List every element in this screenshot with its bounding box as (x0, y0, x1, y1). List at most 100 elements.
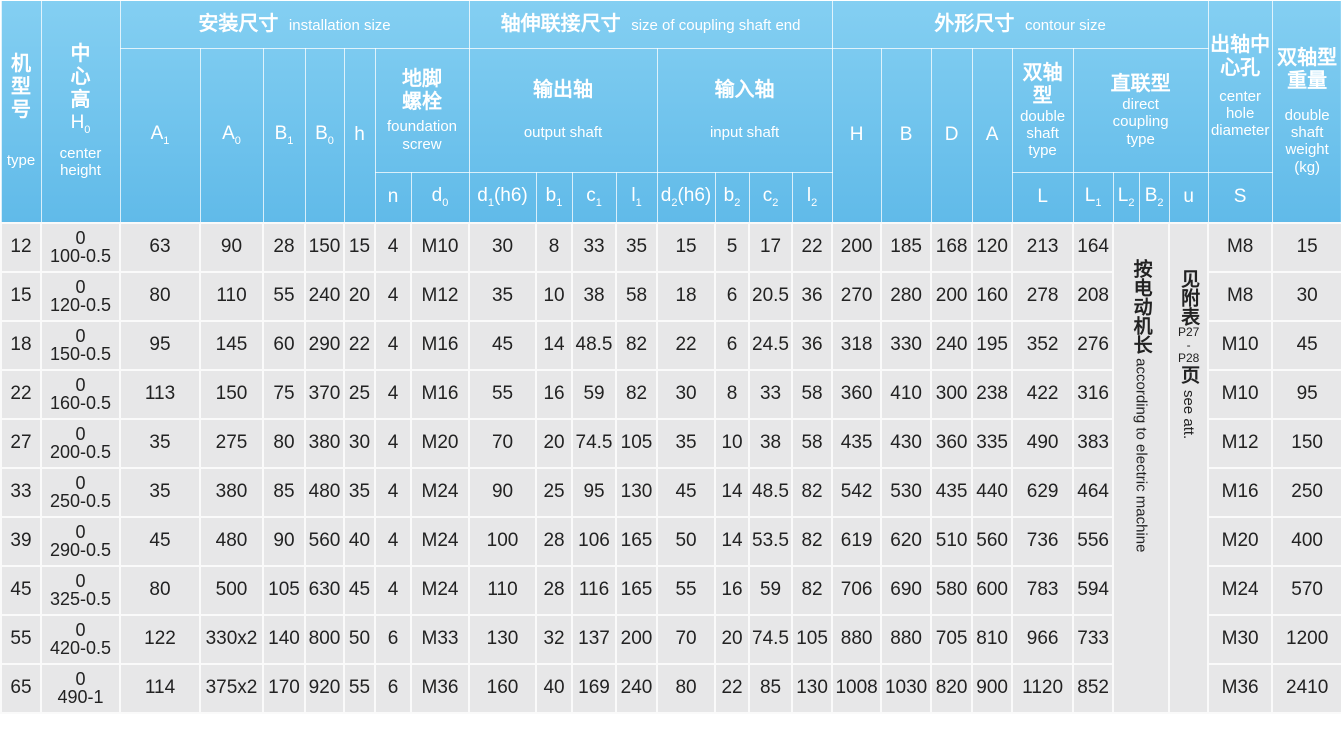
cell-b1: 32 (535, 613, 574, 665)
cell-h0: 0 490-1 (40, 662, 121, 714)
cell-s: M8 (1207, 270, 1274, 322)
cell-type: 27 (0, 417, 42, 469)
cell-l2: 58 (791, 368, 834, 420)
cell-d1: 45 (468, 319, 538, 371)
header-n: n (374, 172, 412, 223)
cell-a0: 330x2 (199, 613, 264, 665)
cell-b0: 290 (304, 319, 345, 371)
direct-cn: 直联型 (1110, 73, 1171, 96)
table-row: 33 0 250-0.5 35 380 85 480 35 4 M24 90 25 95 130 45 14 4… (0, 466, 1341, 518)
cell-b0: 800 (304, 613, 345, 665)
cell-d2: 22 (656, 319, 717, 371)
cell-n: 6 (374, 613, 412, 665)
cell-l1: 58 (615, 270, 659, 322)
see-att-pages: P27- P28 (1170, 325, 1207, 366)
cell-c2: 33 (748, 368, 794, 420)
h0-tolerance: 0 (75, 326, 86, 346)
cell-h: 318 (831, 319, 883, 371)
cell-l1: 200 (615, 613, 659, 665)
page-dash: - (1186, 337, 1191, 352)
header-weight: 双轴型重量 double shaft weight (kg) (1271, 0, 1341, 223)
cell-d0: M16 (409, 368, 471, 420)
see-att-en: see att. (1180, 390, 1198, 440)
header-type: 机型号 type (0, 0, 42, 223)
cell-a0: 275 (199, 417, 264, 469)
cell-b1: 40 (535, 662, 574, 714)
cell-c1: 48.5 (571, 319, 618, 371)
cell-type: 39 (0, 515, 42, 567)
cell-h: 360 (831, 368, 883, 420)
cell-n: 4 (374, 417, 412, 469)
header-center-hole: 出轴中心孔 center hole diameter (1207, 0, 1273, 173)
motor-length-cn: 按电动机长 (1130, 258, 1152, 354)
foundation-cn: 地脚螺栓 (402, 68, 442, 114)
cell-d1: 55 (468, 368, 538, 420)
cell-weight: 45 (1271, 319, 1341, 371)
sym: l (631, 184, 636, 206)
cell-l2: 82 (791, 466, 834, 518)
sym: B (1144, 184, 1158, 206)
cell-a: 238 (971, 368, 1014, 420)
cell-d: 168 (930, 221, 974, 273)
cell-h: 15 (343, 221, 376, 273)
cell-l: 736 (1011, 515, 1075, 567)
cell-b1: 28 (535, 515, 574, 567)
installation-cn: 安装尺寸 (198, 13, 279, 35)
cell-weight: 2410 (1271, 662, 1341, 714)
cell-d1: 160 (468, 662, 538, 714)
cell-n: 6 (374, 662, 412, 714)
cell-h0: 0 100-0.5 (40, 221, 121, 273)
center-height-sym: H0 (42, 112, 120, 137)
cell-d0: M12 (409, 270, 471, 322)
cell-b2: 14 (714, 515, 751, 567)
cell-b2: 14 (714, 466, 751, 518)
cell-weight: 570 (1271, 564, 1341, 616)
header-coupling-size: 轴伸联接尺寸 size of coupling shaft end (468, 0, 833, 49)
cell-l1: 240 (615, 662, 659, 714)
cell-weight: 95 (1271, 368, 1341, 420)
cell-d1: 130 (468, 613, 538, 665)
sym: d (477, 184, 488, 206)
cell-c1: 116 (571, 564, 618, 616)
cell-b: 620 (880, 515, 933, 567)
motor-length-note: 按电动机长 according to electric machine (1112, 221, 1171, 714)
h0-tolerance: 0 (75, 669, 86, 689)
cell-l: 1120 (1011, 662, 1075, 714)
cell-weight: 1200 (1271, 613, 1341, 665)
h0-tolerance: 0 (75, 228, 86, 248)
cell-b0: 560 (304, 515, 345, 567)
center-height-en: center height (59, 144, 102, 180)
cell-h0: 0 120-0.5 (40, 270, 121, 322)
cell-h0: 0 150-0.5 (40, 319, 121, 371)
cell-l2: 82 (791, 564, 834, 616)
cell-b2: 20 (714, 613, 751, 665)
cell-l: 966 (1011, 613, 1075, 665)
cell-a1: 80 (119, 564, 201, 616)
cell-c2: 85 (748, 662, 794, 714)
header-L2: L2 (1112, 172, 1140, 223)
cell-d: 435 (930, 466, 974, 518)
cell-type: 12 (0, 221, 42, 273)
cell-a0: 500 (199, 564, 264, 616)
cell-d2: 50 (656, 515, 717, 567)
contour-en: contour size (1024, 17, 1106, 34)
cell-l: 213 (1011, 221, 1075, 273)
weight-cn: 双轴型重量 (1277, 46, 1338, 92)
cell-type: 18 (0, 319, 42, 371)
output-shaft-cn: 输出轴 (533, 79, 594, 102)
cell-c2: 59 (748, 564, 794, 616)
cell-b: 690 (880, 564, 933, 616)
cell-d1: 100 (468, 515, 538, 567)
cell-d1: 90 (468, 466, 538, 518)
cell-s: M12 (1207, 417, 1274, 469)
cell-l1: 105 (615, 417, 659, 469)
sym: d (660, 184, 672, 206)
h0-tolerance: 0 (75, 424, 86, 444)
cell-a1: 113 (119, 368, 201, 420)
cell-a: 120 (971, 221, 1014, 273)
sym: B (315, 122, 328, 144)
header-u: u (1168, 172, 1209, 223)
cell-b1: 80 (262, 417, 306, 469)
cell-s: M30 (1207, 613, 1274, 665)
see-attachment-note: 见附表 P27- P28 页 see att. (1168, 221, 1210, 714)
